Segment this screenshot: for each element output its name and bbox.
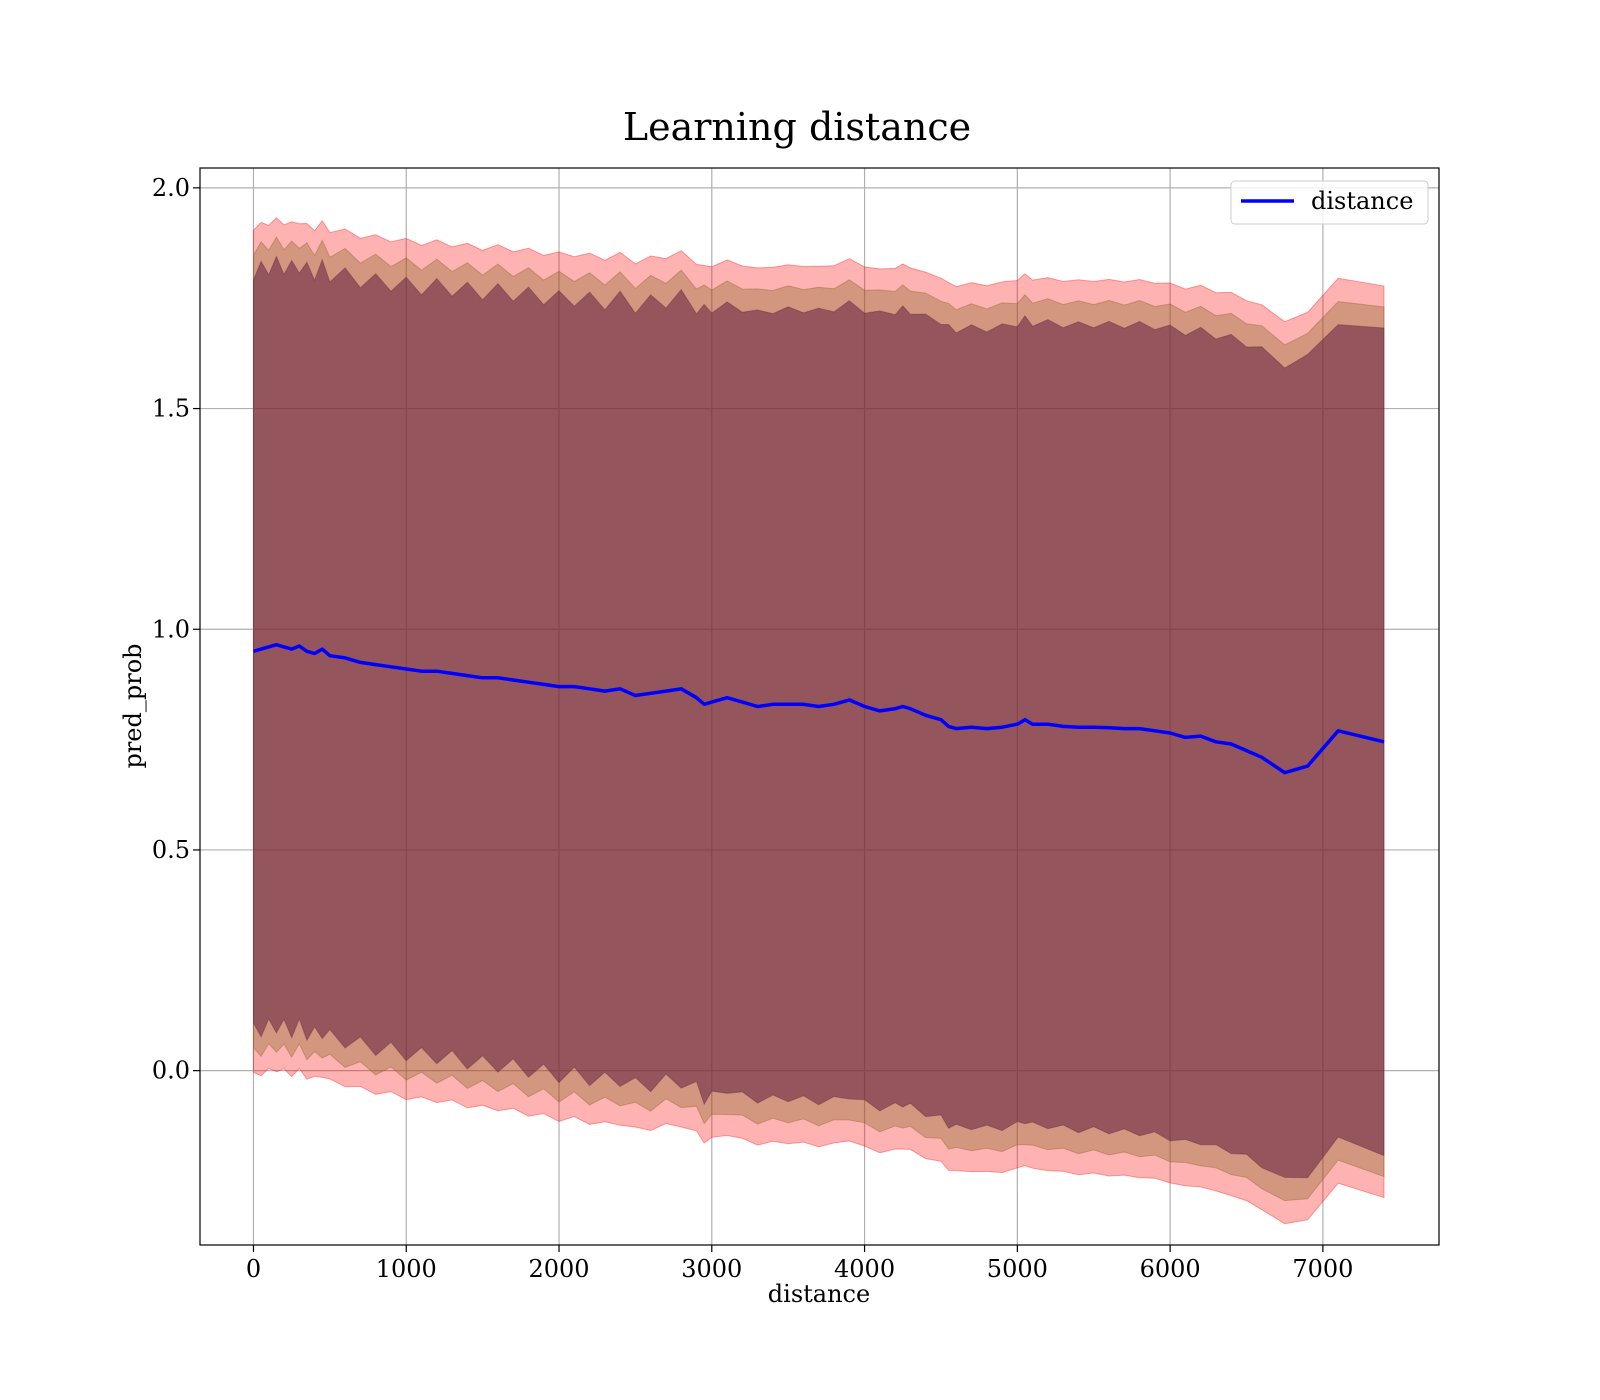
x-tick-label: 1000 xyxy=(376,1255,437,1283)
y-tick-label: 1.5 xyxy=(152,395,190,423)
series-line-distance xyxy=(253,642,1385,775)
y-tick-label: 2.0 xyxy=(152,174,190,202)
y-tick-label: 0.5 xyxy=(152,836,190,864)
plot-frame xyxy=(199,167,1440,1246)
series-lines xyxy=(253,642,1385,775)
confidence-bands xyxy=(253,216,1385,1225)
y-tick-label: 0.0 xyxy=(152,1057,190,1085)
x-tick-label: 5000 xyxy=(987,1255,1048,1283)
x-tick-label: 3000 xyxy=(681,1255,742,1283)
x-tick-label: 6000 xyxy=(1140,1255,1201,1283)
y-tick-label: 1.0 xyxy=(152,615,190,643)
x-tick-label: 0 xyxy=(246,1255,261,1283)
legend-box xyxy=(1230,180,1429,225)
legend-label-distance: distance xyxy=(1311,187,1413,215)
x-tick-label: 4000 xyxy=(834,1255,895,1283)
x-axis-label: distance xyxy=(768,1280,870,1308)
x-tick-label: 7000 xyxy=(1292,1255,1353,1283)
axis-ticks: 0 1000 2000 3000 4000 5000 6000 7000 0.0 0.5 1.0 1.… xyxy=(152,174,1354,1283)
y-axis-label: pred_prob xyxy=(119,643,147,768)
x-tick-label: 2000 xyxy=(528,1255,589,1283)
legend: distance xyxy=(1230,180,1429,225)
chart-title: Learning distance xyxy=(623,105,971,149)
band-inner xyxy=(253,255,1385,1179)
